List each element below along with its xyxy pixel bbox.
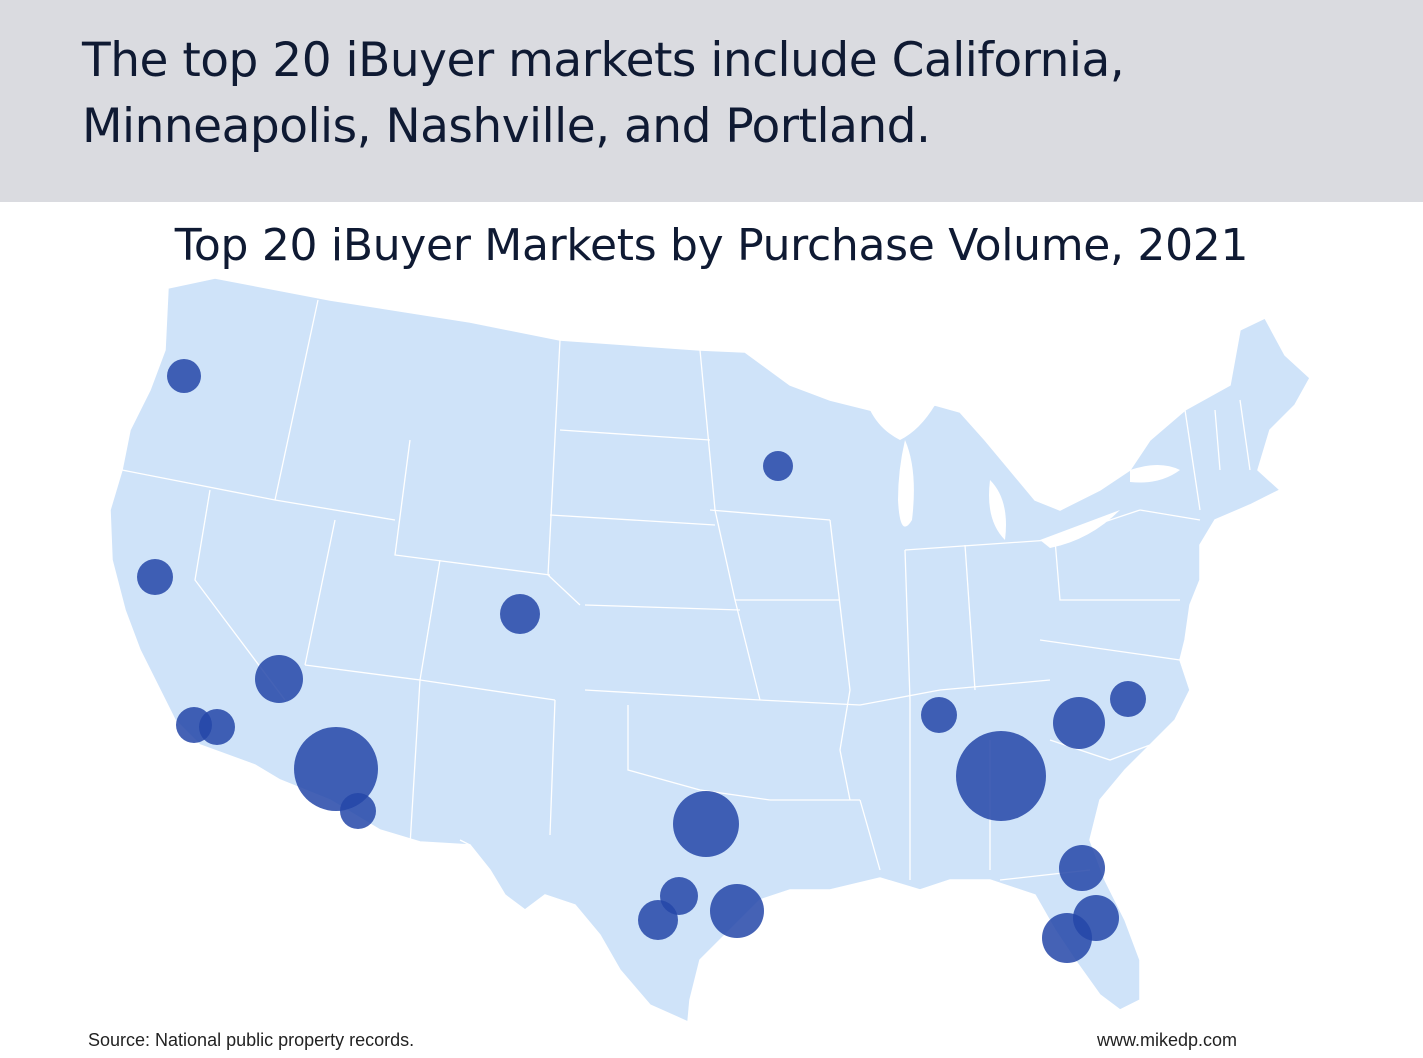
bubble-tampa[interactable]	[1042, 913, 1092, 963]
great-lakes	[870, 405, 1180, 548]
state-borders	[121, 299, 1251, 881]
us-landmass	[109, 277, 1311, 1024]
bubble-jacksonville[interactable]	[1059, 845, 1105, 891]
bubble-portland[interactable]	[167, 359, 201, 393]
map-title: Top 20 iBuyer Markets by Purchase Volume…	[174, 220, 1249, 271]
bubble-san-antonio[interactable]	[638, 900, 678, 940]
bubble-riverside[interactable]	[199, 709, 235, 745]
bubble-nashville[interactable]	[921, 697, 957, 733]
bubble-tucson[interactable]	[340, 793, 376, 829]
bubble-atlanta[interactable]	[956, 731, 1046, 821]
bubble-raleigh[interactable]	[1110, 681, 1146, 717]
bubble-phoenix[interactable]	[294, 727, 378, 811]
bubble-charlotte[interactable]	[1053, 697, 1105, 749]
website-credit: www.mikedp.com	[1096, 1030, 1237, 1050]
market-bubbles	[137, 359, 1146, 963]
bubble-minneapolis[interactable]	[763, 451, 793, 481]
headline: The top 20 iBuyer markets include Califo…	[82, 33, 1125, 154]
source-note: Source: National public property records…	[88, 1030, 415, 1050]
bubble-dallas[interactable]	[673, 791, 739, 857]
header-band	[0, 0, 1423, 202]
bubble-denver[interactable]	[500, 594, 540, 634]
bubble-las-vegas[interactable]	[255, 655, 303, 703]
bubble-houston[interactable]	[710, 884, 764, 938]
bubble-sacramento[interactable]	[137, 559, 173, 595]
